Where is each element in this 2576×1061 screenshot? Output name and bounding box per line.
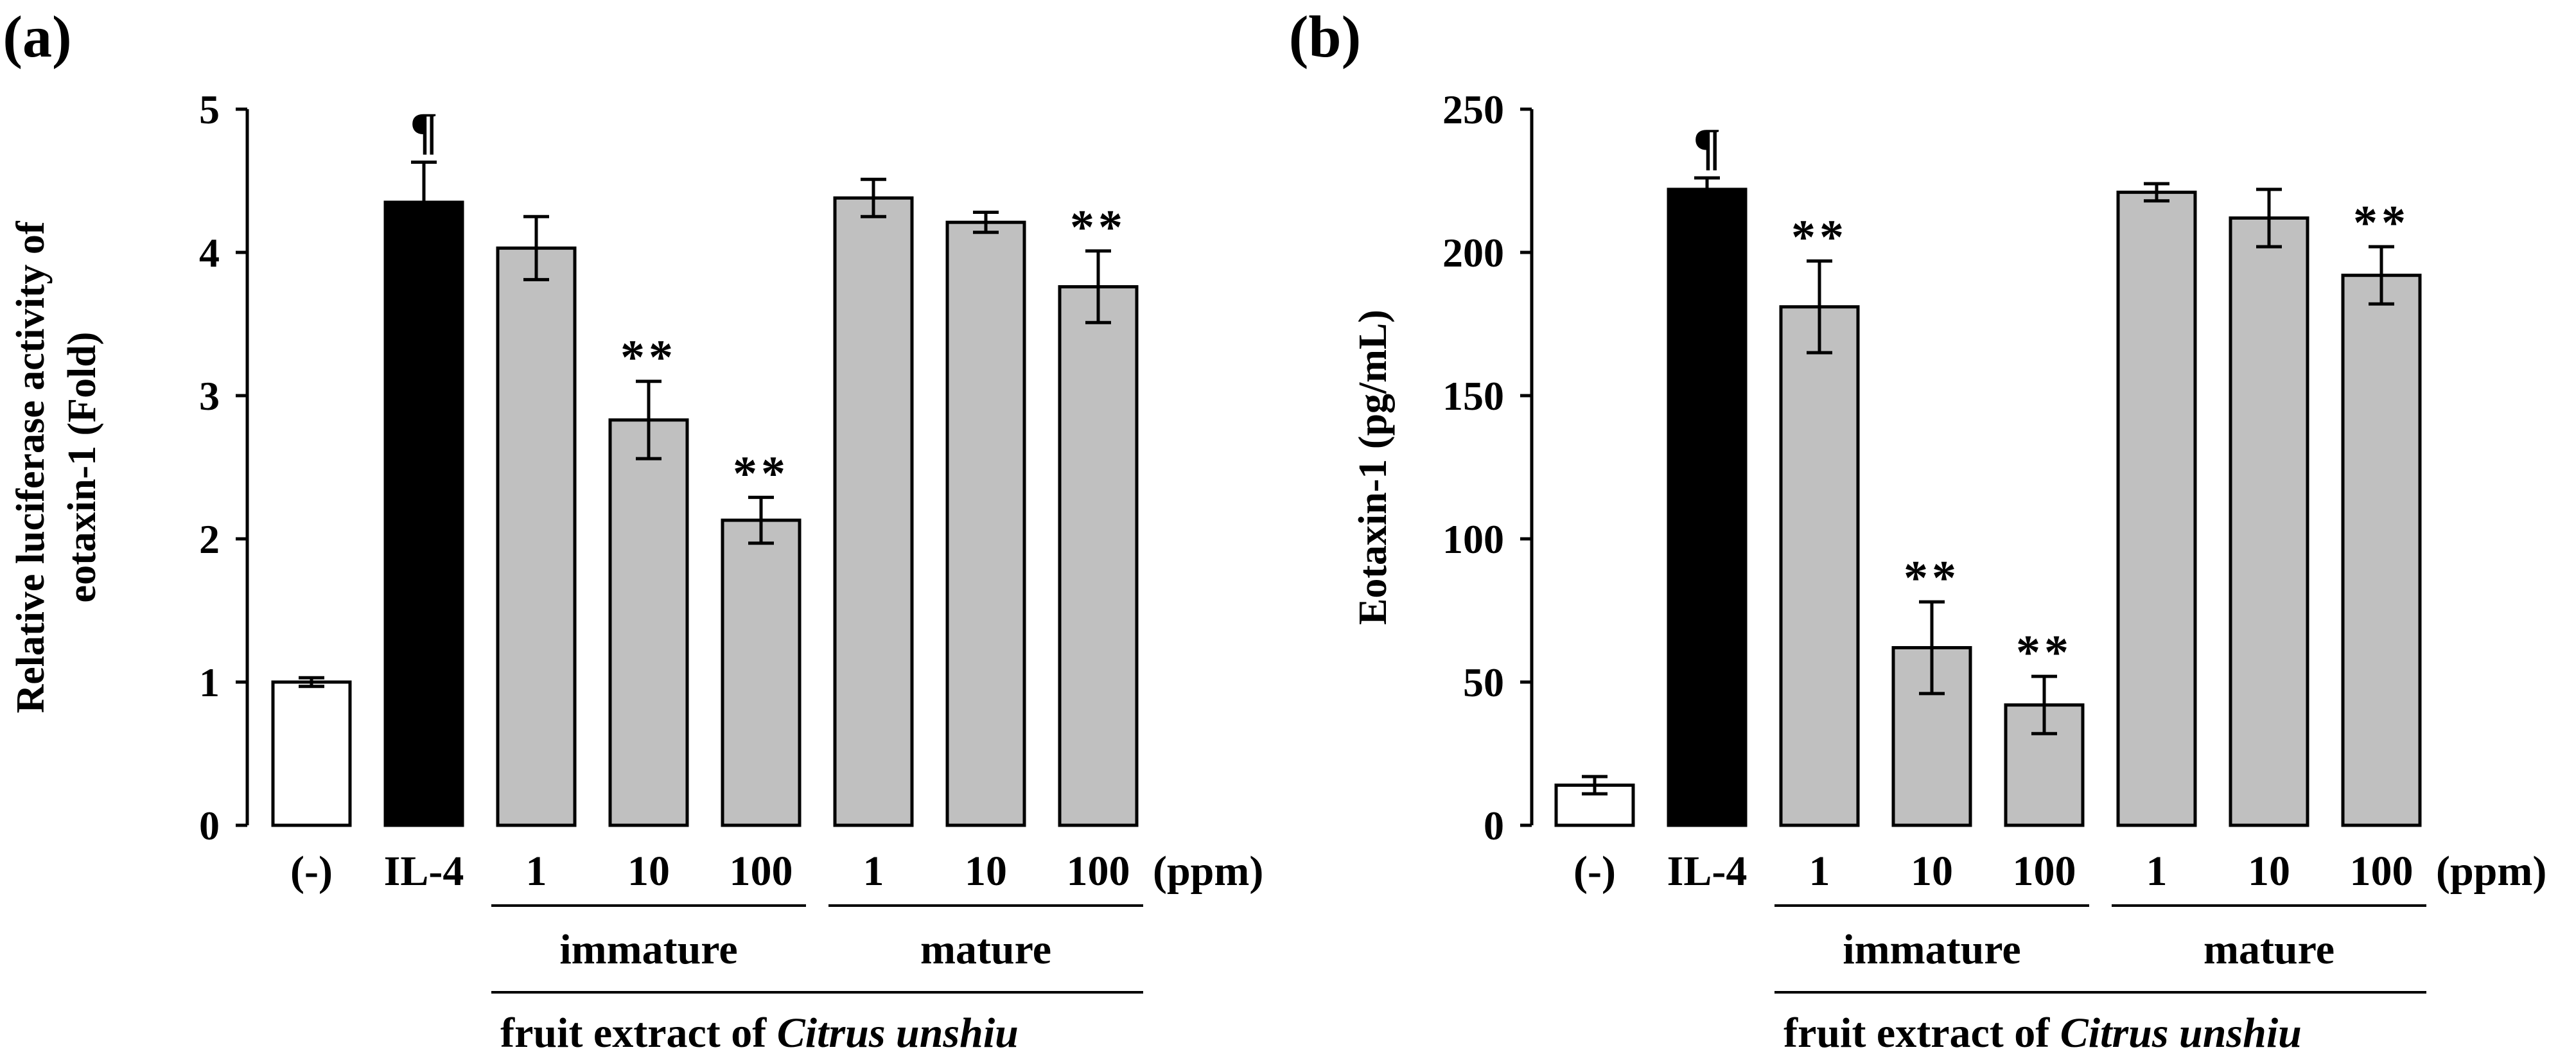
unit-label: (ppm) bbox=[1153, 848, 1263, 895]
error-bar bbox=[2256, 188, 2282, 249]
x-category-label: 1 bbox=[2146, 848, 2168, 895]
panel-label: (a) bbox=[3, 4, 71, 69]
x-category-label: 100 bbox=[730, 848, 793, 895]
bar bbox=[2229, 216, 2309, 827]
error-bar bbox=[1807, 259, 1832, 355]
x-category-label: 100 bbox=[2013, 848, 2076, 895]
panel-label: (b) bbox=[1289, 4, 1361, 69]
bar bbox=[721, 518, 802, 827]
chart-panel-a: (a) 0 1 2 3 4 5 Relative luciferase activity of… bbox=[3, 4, 1263, 1057]
x-category-label: (-) bbox=[290, 848, 333, 895]
extract-label: fruit extract of Citrus unshiu bbox=[1783, 1010, 2302, 1057]
extract-label-prefix: fruit extract of bbox=[500, 1010, 777, 1057]
bar bbox=[945, 220, 1026, 827]
extract-label-species: Citrus unshiu bbox=[2060, 1010, 2302, 1057]
x-category-label: 1 bbox=[526, 848, 547, 895]
significance-marker-stars: ** bbox=[2016, 626, 2072, 680]
error-bar bbox=[299, 676, 324, 688]
extract-label-prefix: fruit extract of bbox=[1783, 1010, 2060, 1057]
y-tick-label: 4 bbox=[199, 230, 220, 276]
x-category-label: 10 bbox=[965, 848, 1007, 895]
y-axis-label: Relative luciferase activity of bbox=[9, 220, 53, 713]
x-category-label: (-) bbox=[1573, 848, 1616, 895]
significance-marker-stars: ** bbox=[1070, 200, 1126, 254]
x-category-label: 10 bbox=[1911, 848, 1953, 895]
y-tick-label: 100 bbox=[1442, 516, 1504, 562]
error-bar bbox=[2144, 182, 2169, 203]
extract-label: fruit extract of Citrus unshiu bbox=[500, 1010, 1019, 1057]
bar bbox=[271, 680, 352, 827]
group-label-immature: immature bbox=[559, 926, 737, 973]
x-category-label: IL-4 bbox=[384, 848, 464, 895]
group-label-mature: mature bbox=[920, 926, 1051, 973]
x-category-label: IL-4 bbox=[1667, 848, 1748, 895]
y-axis-label: Eotaxin-1 (pg/mL) bbox=[1351, 310, 1395, 625]
bar bbox=[833, 196, 914, 827]
x-category-label: 100 bbox=[1067, 848, 1130, 895]
x-category-label: 1 bbox=[1809, 848, 1830, 895]
y-axis-label: eotaxin-1 (Fold) bbox=[60, 332, 104, 603]
y-tick-label: 250 bbox=[1442, 87, 1504, 132]
error-bar bbox=[523, 215, 549, 281]
significance-marker-pilcrow: ¶ bbox=[410, 103, 437, 160]
unit-label: (ppm) bbox=[2436, 848, 2546, 895]
x-category-label: 100 bbox=[2350, 848, 2414, 895]
extract-label-species: Citrus unshiu bbox=[777, 1010, 1019, 1057]
significance-marker-pilcrow: ¶ bbox=[1693, 119, 1721, 175]
significance-marker-stars: ** bbox=[1791, 210, 1848, 264]
error-bar bbox=[636, 380, 662, 460]
y-tick-label: 3 bbox=[199, 373, 220, 419]
x-category-label: 10 bbox=[627, 848, 670, 895]
bar bbox=[1058, 285, 1139, 827]
y-tick-label: 1 bbox=[199, 660, 220, 705]
bar bbox=[2341, 274, 2422, 827]
y-tick-label: 5 bbox=[199, 87, 220, 132]
bar bbox=[383, 200, 464, 827]
significance-marker-stars: ** bbox=[2353, 196, 2410, 250]
error-bar bbox=[1919, 600, 1945, 696]
x-category-label: 10 bbox=[2248, 848, 2290, 895]
error-bar bbox=[861, 177, 886, 218]
bar bbox=[1667, 188, 1748, 827]
y-tick-label: 200 bbox=[1442, 230, 1504, 276]
significance-marker-stars: ** bbox=[733, 446, 789, 500]
group-label-immature: immature bbox=[1843, 926, 2020, 973]
group-label-mature: mature bbox=[2204, 926, 2335, 973]
y-tick-label: 0 bbox=[1484, 803, 1504, 848]
bar bbox=[608, 418, 689, 827]
error-bar bbox=[2369, 245, 2394, 306]
x-category-label: 1 bbox=[863, 848, 884, 895]
y-tick-label: 50 bbox=[1463, 660, 1504, 705]
error-bar bbox=[2031, 674, 2057, 735]
error-bar bbox=[1694, 176, 1720, 203]
significance-marker-stars: ** bbox=[620, 331, 677, 385]
error-bar bbox=[748, 495, 774, 545]
bar bbox=[496, 246, 577, 827]
bar bbox=[2116, 190, 2197, 827]
bar bbox=[1779, 305, 1860, 827]
y-tick-label: 150 bbox=[1442, 373, 1504, 419]
error-bar bbox=[411, 161, 437, 244]
y-tick-label: 2 bbox=[199, 516, 220, 562]
error-bar bbox=[1085, 249, 1111, 324]
y-tick-label: 0 bbox=[199, 803, 220, 848]
error-bar bbox=[1582, 775, 1608, 796]
significance-marker-stars: ** bbox=[1904, 551, 1960, 605]
chart-panel-b: (b) 0 50 100 150 200 250 Eotaxin-1 (pg/mL) (-) ¶ I… bbox=[1289, 4, 2547, 1057]
error-bar bbox=[973, 211, 999, 234]
